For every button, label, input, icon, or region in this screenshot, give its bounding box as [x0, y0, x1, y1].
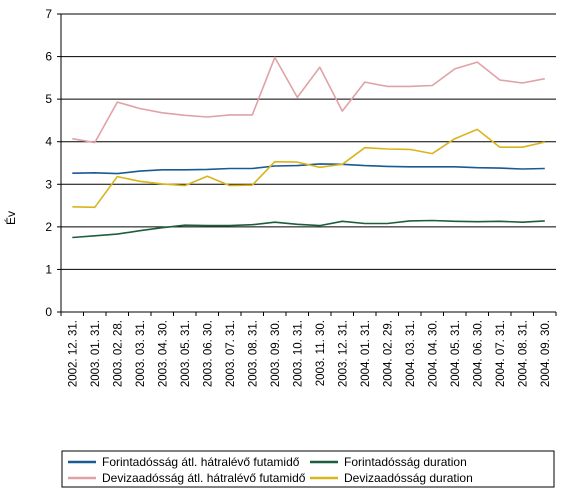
y-tick-label: 0: [45, 305, 52, 319]
y-tick-label: 7: [45, 7, 52, 21]
x-tick-label: 2003. 03. 31.: [135, 320, 147, 387]
gridlines: [61, 13, 556, 270]
legend-box: [61, 450, 555, 488]
x-tick-label: 2003. 01. 31.: [90, 320, 102, 387]
y-tick-label: 1: [45, 262, 52, 276]
y-axis-title: Év: [3, 211, 18, 225]
y-tick-label: 5: [45, 92, 52, 106]
x-tick-label: 2004. 07. 31.: [495, 320, 507, 387]
x-tick-label: 2004. 01. 31.: [360, 320, 372, 387]
series-line: [72, 219, 545, 239]
axes: [60, 14, 556, 313]
legend-label: Devizaadósság átl. hátralévő futamidő: [102, 471, 306, 485]
y-tick-label: 3: [45, 177, 52, 191]
x-tick-label: 2003. 11. 30.: [315, 320, 327, 386]
series-line: [72, 56, 545, 144]
x-tick-label: 2004. 02. 29.: [382, 320, 394, 387]
x-tick-label: 2004. 08. 31.: [517, 320, 529, 387]
x-tick-label: 2004. 03. 31.: [405, 320, 417, 387]
y-tick-label: 6: [45, 50, 52, 64]
x-tick-label: 2004. 09. 30.: [540, 320, 552, 387]
legend-label: Forintadósság átl. hátralévő futamidő: [102, 455, 300, 469]
series-line: [72, 128, 545, 209]
x-tick-label: 2003. 06. 30.: [202, 320, 214, 387]
x-tick-label: 2003. 10. 31.: [292, 320, 304, 387]
legend-label: Devizaadósság duration: [344, 471, 473, 485]
legend: Forintadósság átl. hátralévő futamidő For…: [61, 450, 555, 488]
x-tick-label: 2003. 04. 30.: [157, 320, 169, 387]
y-axis-ticks: 0 1 2 3 4 5 6 7: [45, 7, 61, 319]
x-tick-label: 2004. 06. 30.: [472, 320, 484, 387]
x-tick-label: 2002. 12. 31.: [67, 320, 79, 387]
y-tick-label: 2: [45, 220, 52, 234]
series-lines: [72, 56, 545, 239]
x-tick-label: 2003. 05. 31.: [180, 320, 192, 387]
x-tick-label: 2003. 07. 31.: [225, 320, 237, 387]
y-tick-label: 4: [45, 135, 52, 149]
legend-label: Forintadósság duration: [344, 455, 467, 469]
x-tick-label: 2004. 05. 31.: [450, 320, 462, 387]
x-tick-label: 2003. 12. 31.: [337, 320, 349, 387]
x-tick-label: 2003. 08. 31.: [247, 320, 259, 387]
x-tick-label: 2003. 09. 30.: [270, 320, 282, 387]
x-axis-ticks: 2002. 12. 31. 2003. 01. 31. 2003. 02. 28. 2…: [60, 312, 557, 387]
x-tick-label: 2003. 02. 28.: [112, 320, 124, 387]
x-tick-label: 2004. 04. 30.: [427, 320, 439, 387]
